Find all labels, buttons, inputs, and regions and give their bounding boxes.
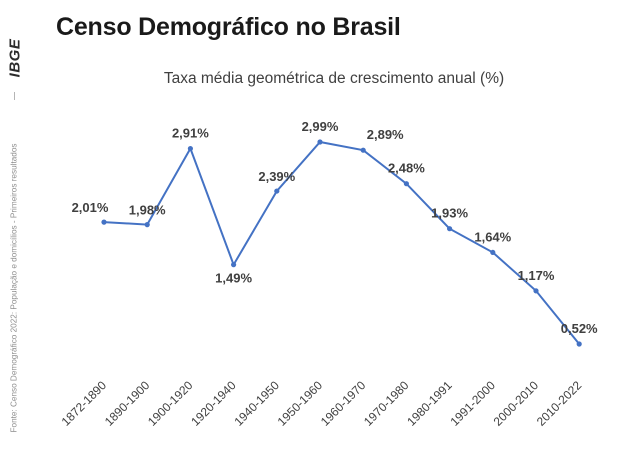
chart-subtitle: Taxa média geométrica de crescimento anu… — [163, 70, 505, 87]
data-label: 2,01% — [72, 200, 109, 215]
page-title: Censo Demográfico no Brasil — [56, 13, 401, 41]
data-label: 2,39% — [258, 169, 295, 184]
x-tick-label: 1960-1970 — [318, 378, 369, 429]
x-tick-label: 1920-1940 — [188, 378, 239, 429]
x-tick-label: 1940-1950 — [231, 378, 282, 429]
data-label: 2,99% — [302, 119, 339, 134]
x-tick-label: 1872-1890 — [59, 378, 110, 429]
data-point — [576, 341, 582, 347]
data-label: 1,49% — [215, 271, 252, 286]
x-tick-label: 1950-1960 — [275, 378, 326, 429]
data-point — [274, 188, 280, 194]
data-point — [403, 181, 409, 187]
data-label: 1,64% — [474, 229, 511, 244]
x-tick-label: 1970-1980 — [361, 378, 412, 429]
divider — [14, 92, 15, 100]
data-point — [231, 262, 237, 268]
sidebar: IBGE Fonte: Censo Demográfico 2022: Popu… — [0, 0, 30, 474]
x-tick-label: 1991-2000 — [447, 378, 498, 429]
data-point — [101, 219, 107, 225]
x-tick-label: 1980-1991 — [404, 378, 455, 429]
data-point — [187, 145, 193, 152]
data-point — [447, 226, 453, 232]
x-tick-label: 1890-1900 — [102, 378, 153, 429]
data-label: 1,93% — [431, 206, 468, 221]
data-label: 1,17% — [518, 268, 555, 283]
data-label: 1,98% — [129, 203, 166, 218]
data-label: 2,91% — [172, 126, 209, 141]
data-point — [144, 221, 150, 228]
data-label: 0,52% — [561, 321, 598, 336]
data-point — [360, 147, 366, 153]
data-point — [533, 288, 539, 294]
x-tick-label: 2010-2022 — [534, 378, 585, 429]
series-line — [103, 140, 580, 345]
x-tick-label: 1900-1920 — [145, 378, 196, 429]
data-point — [317, 139, 323, 145]
data-label: 2,89% — [367, 127, 404, 142]
data-point — [490, 249, 496, 256]
x-tick-label: 2000-2010 — [491, 378, 542, 429]
data-label: 2,48% — [388, 161, 425, 176]
